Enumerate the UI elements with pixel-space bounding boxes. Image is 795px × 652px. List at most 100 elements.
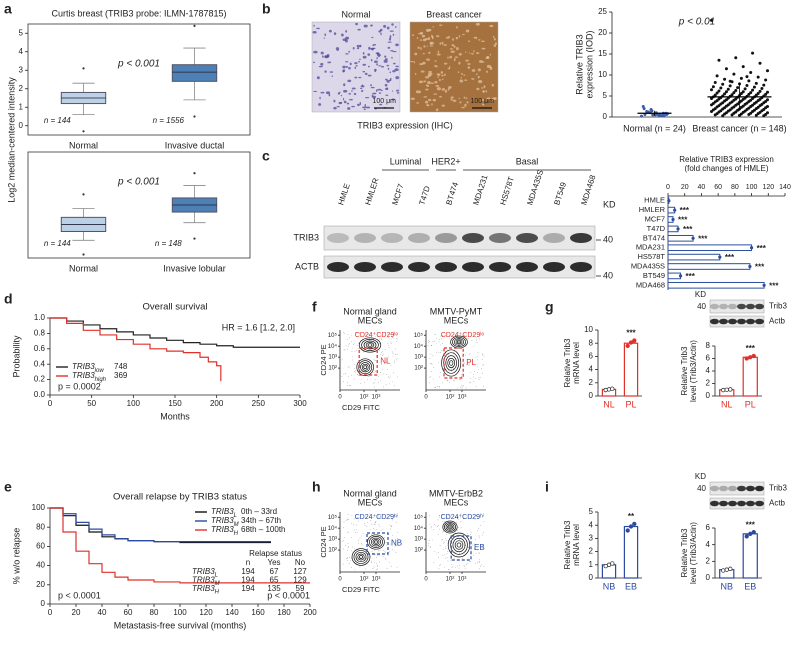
texture xyxy=(486,70,489,73)
event-dot xyxy=(360,535,362,537)
x-tick-label: Breast cancer (n = 148) xyxy=(692,123,786,133)
texture xyxy=(467,63,471,65)
replicate xyxy=(721,568,726,573)
texture xyxy=(347,79,352,83)
y-axis-label: Relative Trib3 xyxy=(680,346,689,395)
event-dot xyxy=(455,521,457,523)
event-dot xyxy=(440,372,441,373)
event-dot xyxy=(379,549,381,551)
texture xyxy=(345,65,348,68)
texture xyxy=(447,87,450,91)
table-header: Yes xyxy=(267,558,280,567)
plot-frame xyxy=(27,151,251,259)
texture xyxy=(458,35,461,38)
event-dot xyxy=(460,527,462,529)
event-dot xyxy=(445,356,447,358)
event-dot xyxy=(434,525,436,527)
event-dot xyxy=(478,568,480,570)
bar xyxy=(667,281,765,289)
texture xyxy=(387,41,392,43)
event-dot xyxy=(438,341,440,343)
event-dot xyxy=(347,385,348,386)
event-dot xyxy=(362,533,364,534)
event-dot xyxy=(478,369,480,370)
texture xyxy=(374,70,377,73)
texture xyxy=(458,52,462,56)
event-dot xyxy=(383,373,385,375)
replicate xyxy=(728,566,733,571)
event-dot xyxy=(388,551,390,553)
event-dot xyxy=(348,376,349,378)
x-tick-label: 0 xyxy=(48,399,53,408)
event-dot xyxy=(461,384,462,386)
event-dot xyxy=(444,553,445,555)
event-dot xyxy=(342,540,343,542)
event-dot xyxy=(445,334,447,336)
event-dot xyxy=(475,365,476,367)
texture xyxy=(391,90,394,92)
event-dot xyxy=(343,540,344,542)
texture xyxy=(343,83,346,87)
event-dot xyxy=(468,382,470,384)
texture xyxy=(392,70,396,73)
x-tick-label: 0 xyxy=(424,395,428,401)
texture xyxy=(427,81,431,85)
band xyxy=(570,262,592,272)
texture xyxy=(395,65,399,68)
y-tick-label: 0 xyxy=(706,391,711,400)
group-label: Basal xyxy=(516,156,539,166)
lane-label: HS578T xyxy=(498,175,516,206)
texture xyxy=(456,25,458,29)
x-tick-label: 200 xyxy=(210,399,224,408)
table-row-label: TRIB3L xyxy=(192,567,218,578)
event-dot xyxy=(377,568,378,570)
y-axis-label: level (Trib3/Actin) xyxy=(689,522,698,584)
y-tick-label: 10 xyxy=(584,325,593,334)
x-tick-label: 20 xyxy=(681,184,689,191)
event-dot xyxy=(347,550,349,551)
event-dot xyxy=(395,551,397,553)
y-tick-label: 2 xyxy=(706,379,711,388)
hazard-ratio: HR = 1.6 [1.2, 2.0] xyxy=(222,322,295,332)
significance: *** xyxy=(680,206,690,215)
event-dot xyxy=(361,543,362,544)
kd-label: KD xyxy=(695,472,706,481)
p-value: p < 0.0001 xyxy=(58,590,101,600)
event-dot xyxy=(368,333,370,335)
event-dot xyxy=(478,379,480,380)
event-dot xyxy=(447,551,449,553)
event-dot xyxy=(465,354,466,356)
texture xyxy=(349,62,352,66)
bar-end xyxy=(691,236,695,240)
x-tick-label: 10³ xyxy=(458,395,467,401)
texture xyxy=(384,78,388,81)
texture xyxy=(384,83,388,87)
y-tick-label: 1 xyxy=(19,102,24,111)
legend-value: 0th – 33rd xyxy=(241,507,277,516)
y-tick-label: 25 xyxy=(598,7,607,16)
event-dot xyxy=(477,529,479,531)
data-point xyxy=(734,89,738,93)
band xyxy=(354,233,376,243)
event-dot xyxy=(351,522,353,524)
event-dot xyxy=(466,364,468,366)
event-dot xyxy=(473,345,475,347)
event-dot xyxy=(346,518,348,520)
texture xyxy=(378,92,382,94)
event-dot xyxy=(467,338,469,339)
event-dot xyxy=(381,368,383,370)
texture xyxy=(313,50,318,54)
event-dot xyxy=(373,381,375,383)
texture xyxy=(492,35,495,38)
texture xyxy=(450,96,454,99)
event-dot xyxy=(341,359,343,361)
event-dot xyxy=(393,515,395,517)
texture xyxy=(453,58,456,62)
texture xyxy=(392,62,396,65)
texture xyxy=(351,105,355,108)
event-dot xyxy=(361,544,363,546)
chart-title: Overall survival xyxy=(143,302,208,313)
texture xyxy=(381,65,385,68)
y-tick-label: 10⁴ xyxy=(328,343,338,350)
